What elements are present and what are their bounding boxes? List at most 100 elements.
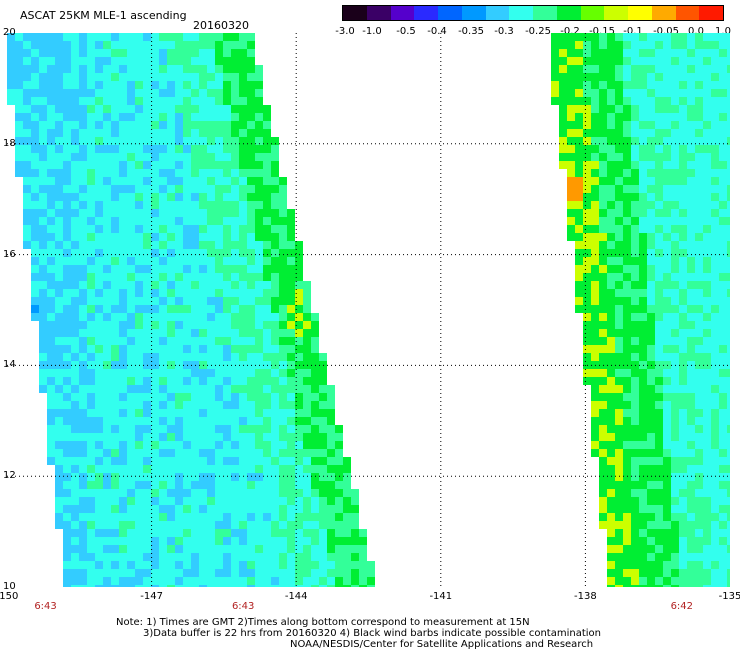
field-cell	[583, 105, 591, 113]
field-cell	[343, 585, 351, 587]
field-cell	[311, 489, 319, 497]
field-cell	[39, 193, 47, 201]
field-cell	[263, 553, 271, 561]
field-cell	[655, 233, 663, 241]
field-cell	[727, 353, 730, 361]
field-cell	[575, 257, 583, 265]
field-cell	[223, 297, 231, 305]
field-cell	[55, 145, 63, 153]
field-cell	[287, 561, 295, 569]
field-cell	[247, 89, 255, 97]
field-cell	[199, 113, 207, 121]
field-cell	[135, 345, 143, 353]
field-cell	[727, 89, 730, 97]
field-cell	[295, 329, 303, 337]
field-cell	[255, 377, 263, 385]
field-cell	[671, 41, 679, 49]
field-cell	[111, 569, 119, 577]
field-cell	[703, 57, 711, 65]
field-cell	[647, 65, 655, 73]
field-cell	[615, 273, 623, 281]
field-cell	[687, 145, 695, 153]
field-cell	[559, 57, 567, 65]
field-cell	[239, 417, 247, 425]
field-cell	[39, 185, 47, 193]
field-cell	[583, 129, 591, 137]
field-cell	[127, 105, 135, 113]
field-cell	[679, 569, 687, 577]
field-cell	[247, 169, 255, 177]
field-cell	[31, 289, 39, 297]
field-cell	[567, 129, 575, 137]
field-cell	[135, 481, 143, 489]
field-cell	[95, 257, 103, 265]
field-cell	[703, 217, 711, 225]
field-cell	[727, 345, 730, 353]
field-cell	[287, 209, 295, 217]
field-cell	[279, 329, 287, 337]
field-cell	[639, 489, 647, 497]
field-cell	[263, 105, 271, 113]
field-cell	[135, 97, 143, 105]
field-cell	[631, 145, 639, 153]
field-cell	[119, 545, 127, 553]
field-cell	[71, 441, 79, 449]
field-cell	[199, 185, 207, 193]
field-cell	[327, 569, 335, 577]
field-cell	[87, 321, 95, 329]
field-cell	[607, 153, 615, 161]
field-cell	[607, 313, 615, 321]
field-cell	[271, 185, 279, 193]
field-cell	[183, 297, 191, 305]
field-cell	[719, 377, 727, 385]
field-cell	[135, 521, 143, 529]
field-cell	[175, 433, 183, 441]
field-cell	[607, 513, 615, 521]
longitude-tick-label: -150	[0, 591, 19, 602]
field-cell	[623, 121, 631, 129]
field-cell	[639, 441, 647, 449]
field-cell	[687, 377, 695, 385]
field-cell	[47, 33, 55, 41]
field-cell	[119, 97, 127, 105]
field-cell	[87, 41, 95, 49]
field-cell	[271, 289, 279, 297]
field-cell	[295, 377, 303, 385]
field-cell	[15, 81, 23, 89]
field-cell	[679, 281, 687, 289]
field-cell	[271, 273, 279, 281]
field-cell	[639, 449, 647, 457]
field-cell	[559, 97, 567, 105]
field-cell	[183, 161, 191, 169]
field-cell	[655, 129, 663, 137]
field-cell	[191, 257, 199, 265]
field-cell	[567, 153, 575, 161]
field-cell	[287, 545, 295, 553]
field-cell	[87, 345, 95, 353]
field-cell	[159, 393, 167, 401]
field-cell	[303, 345, 311, 353]
field-cell	[719, 305, 727, 313]
field-cell	[711, 345, 719, 353]
field-cell	[183, 369, 191, 377]
field-cell	[55, 393, 63, 401]
field-cell	[79, 257, 87, 265]
field-cell	[591, 185, 599, 193]
field-cell	[199, 153, 207, 161]
field-cell	[231, 225, 239, 233]
field-cell	[279, 433, 287, 441]
field-cell	[207, 169, 215, 177]
field-cell	[183, 385, 191, 393]
field-cell	[703, 249, 711, 257]
field-cell	[95, 265, 103, 273]
field-cell	[663, 121, 671, 129]
field-cell	[223, 105, 231, 113]
field-cell	[183, 289, 191, 297]
field-cell	[87, 249, 95, 257]
field-cell	[143, 49, 151, 57]
field-cell	[159, 201, 167, 209]
field-cell	[687, 177, 695, 185]
field-cell	[335, 489, 343, 497]
field-cell	[175, 185, 183, 193]
field-cell	[639, 289, 647, 297]
